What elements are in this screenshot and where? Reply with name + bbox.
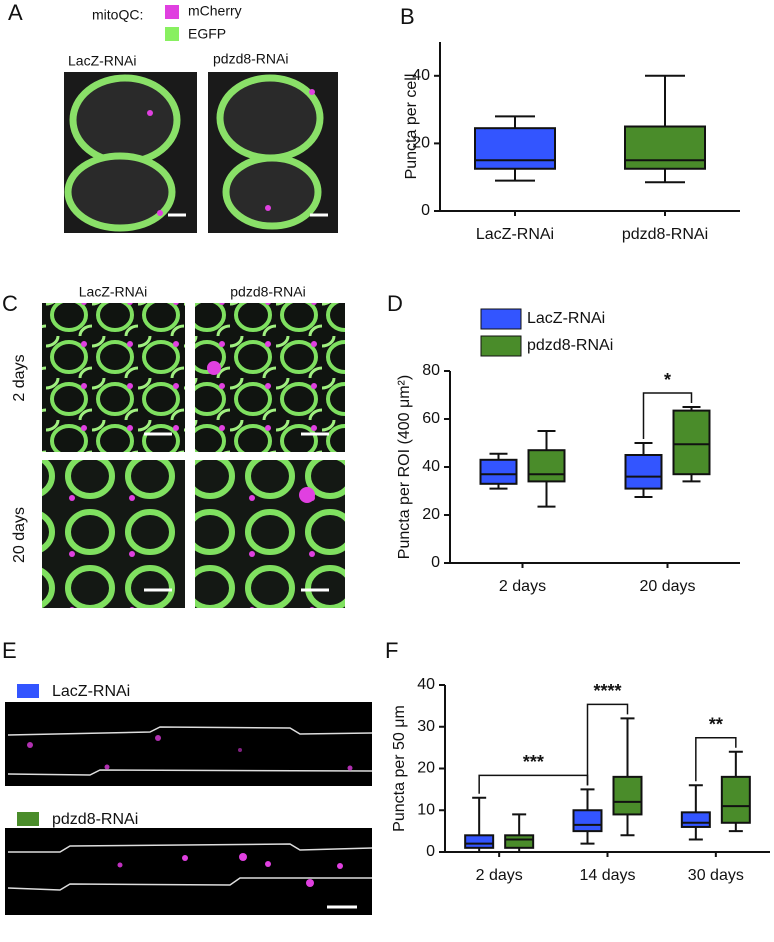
box (527, 449, 566, 483)
whisker (620, 717, 635, 777)
box (612, 775, 643, 816)
y-axis-label: Puncta per ROI (400 μm²) (396, 375, 413, 559)
y-tick-label: 0 (421, 202, 430, 219)
whisker (620, 814, 635, 837)
legend-swatch (165, 27, 179, 41)
whisker (645, 168, 685, 184)
x-tick-label: pdzd8-RNAi (622, 226, 708, 243)
box (720, 775, 751, 824)
significance-bracket (642, 392, 693, 439)
column-label: pdzd8-RNAi (230, 284, 305, 300)
micrograph-grid (42, 303, 345, 608)
x-tick-label: 2 days (499, 578, 546, 595)
y-tick-label: 20 (412, 135, 430, 152)
panel-label: D (387, 291, 403, 316)
row-label: 2 days (11, 354, 28, 401)
box (504, 834, 535, 849)
micrograph (64, 72, 197, 233)
whisker (688, 826, 703, 841)
y-tick-label: 0 (431, 554, 440, 571)
legend-label: LacZ-RNAi (52, 683, 130, 700)
panel-label: A (8, 0, 23, 25)
y-tick-label: 0 (426, 843, 435, 860)
image-label: pdzd8-RNAi (213, 51, 288, 67)
y-tick-label: 40 (422, 458, 440, 475)
y-tick-label: 20 (417, 760, 435, 777)
significance-bracket (695, 737, 737, 782)
box (624, 454, 663, 490)
micrograph (5, 702, 373, 786)
y-axis-label: Puncta per 50 μm (391, 705, 408, 832)
significance-label: ** (709, 715, 723, 735)
y-tick-label: 10 (417, 801, 435, 818)
image-label: LacZ-RNAi (68, 53, 136, 69)
micrograph (208, 72, 338, 233)
legend-swatch (17, 812, 39, 826)
significance-bracket (586, 703, 629, 786)
x-tick-label: 14 days (579, 867, 635, 884)
whisker (580, 788, 595, 811)
panel-label: E (2, 638, 17, 663)
whisker (495, 115, 535, 129)
legend-label: pdzd8-RNAi (527, 337, 613, 354)
legend-swatch (17, 684, 39, 698)
legend-label: pdzd8-RNAi (52, 811, 138, 828)
x-tick-label: LacZ-RNAi (476, 226, 554, 243)
y-tick-label: 20 (422, 506, 440, 523)
y-tick-label: 40 (417, 676, 435, 693)
y-tick-label: 80 (422, 362, 440, 379)
legend-label: mCherry (188, 3, 242, 19)
whisker (512, 813, 527, 836)
legend-label: EGFP (188, 26, 226, 42)
box (572, 809, 603, 833)
x-tick-label: 20 days (639, 578, 695, 595)
significance-label: **** (593, 681, 621, 701)
whisker (580, 831, 595, 845)
panel-label: F (385, 638, 398, 663)
x-tick-label: 2 days (476, 867, 523, 884)
whisker (688, 784, 703, 813)
box (680, 811, 711, 828)
box (672, 409, 711, 476)
legend-swatch (480, 335, 522, 357)
legend-title: mitoQC: (92, 7, 143, 23)
whisker (728, 750, 743, 777)
whisker (634, 442, 653, 455)
whisker (634, 488, 653, 498)
significance-bracket (478, 774, 589, 794)
legend-swatch (480, 308, 522, 330)
y-tick-label: 40 (412, 67, 430, 84)
whisker (537, 481, 556, 508)
column-label: LacZ-RNAi (79, 284, 147, 300)
y-tick-label: 30 (417, 718, 435, 735)
row-label: 20 days (11, 507, 28, 563)
whisker (472, 796, 487, 836)
significance-label: * (664, 370, 671, 390)
micrograph (5, 828, 373, 915)
box (479, 458, 518, 485)
box (474, 127, 556, 170)
box (464, 834, 495, 849)
panel-label: C (2, 291, 18, 316)
panel-label: B (400, 4, 415, 29)
whisker (645, 74, 685, 127)
y-axis-label: Puncta per cell (403, 74, 420, 180)
legend-label: LacZ-RNAi (527, 310, 605, 327)
significance-label: *** (523, 752, 544, 772)
x-tick-label: 30 days (688, 867, 744, 884)
box (624, 125, 706, 170)
whisker (728, 822, 743, 833)
whisker (537, 430, 556, 451)
legend-swatch (165, 5, 179, 19)
whisker (495, 168, 535, 182)
whisker (682, 474, 701, 483)
y-tick-label: 60 (422, 410, 440, 427)
